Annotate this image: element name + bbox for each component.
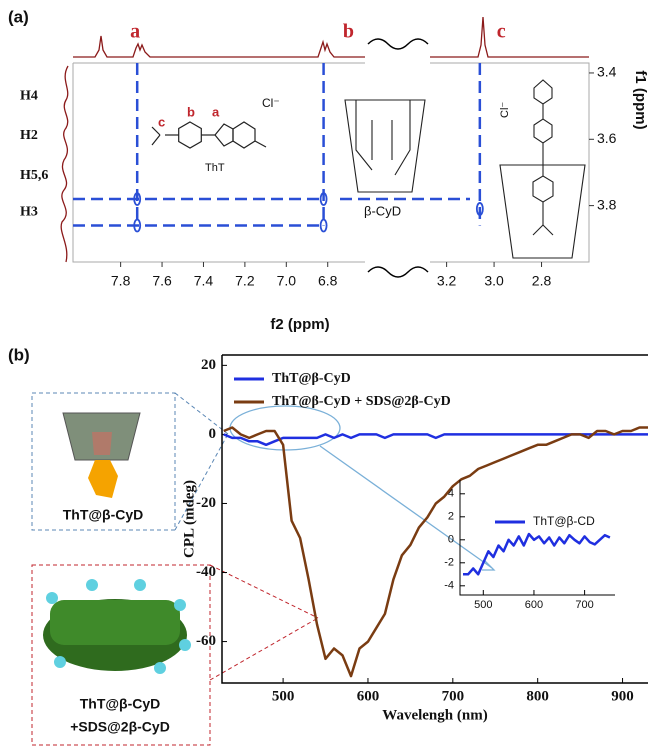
x-tick-label: 900 (611, 688, 634, 704)
axis-break (367, 38, 429, 278)
x-tick-label: 7.2 (235, 273, 255, 289)
peak-label: c (497, 21, 506, 43)
series-line (223, 426, 648, 678)
y-tick-label: 20 (201, 357, 216, 373)
guest-cartoon (92, 432, 112, 455)
guest-tail (88, 460, 118, 498)
plot-frame (72, 62, 590, 263)
cross-peak (133, 218, 142, 233)
proton-label: H2 (20, 128, 38, 143)
legend-label: ThT@β-CD (533, 514, 595, 528)
inset-caption: ThT@β-CyD (63, 507, 144, 523)
counter-ion: Cl⁻ (499, 102, 511, 118)
x-tick-label: 3.2 (437, 273, 457, 289)
peak-label: a (130, 21, 140, 43)
site-label: a (212, 104, 220, 119)
inset-caption: ThT@β-CyD (80, 696, 161, 712)
y-tick-label: -4 (444, 580, 454, 592)
connector (209, 564, 319, 681)
connector (174, 392, 229, 531)
y-axis-title: CPL (mdeg) (181, 480, 197, 558)
proton-label: H4 (20, 88, 38, 103)
x-tick-label: 700 (442, 688, 465, 704)
zoom-arrow (319, 445, 496, 571)
structure-label: ThT (205, 162, 225, 174)
x-tick-label: 600 (357, 688, 380, 704)
x-tick-label: 600 (525, 599, 543, 611)
y-tick-label: 2 (448, 511, 454, 523)
x-tick-label: 800 (526, 688, 549, 704)
axis-frame (459, 480, 615, 596)
inset-caption: +SDS@2β-CyD (70, 719, 170, 735)
panel-label: (b) (8, 345, 30, 364)
inset-box (31, 564, 211, 746)
tht-structure (151, 121, 267, 149)
x-tick-label: 6.8 (318, 273, 338, 289)
y-tick-label: 3.6 (597, 130, 617, 146)
y-tick-label: 4 (448, 488, 454, 500)
x-tick-label: 7.6 (152, 273, 172, 289)
zoom-ellipse (229, 405, 341, 451)
x-tick-label: 500 (272, 688, 295, 704)
top-trace (73, 16, 589, 58)
y-tick-label: -20 (196, 495, 216, 511)
axis-frame (221, 354, 648, 684)
y-tick-label: 3.4 (597, 64, 617, 80)
x-axis-title: Wavelengh (nm) (382, 707, 487, 723)
site-label: b (187, 104, 195, 119)
y-tick-label: 0 (209, 426, 217, 442)
x-tick-label: 2.8 (532, 273, 552, 289)
x-tick-label: 7.8 (111, 273, 131, 289)
panel-label: (a) (8, 7, 29, 26)
structure-label: β-CyD (364, 203, 401, 218)
y-tick-label: -60 (196, 633, 216, 649)
x-tick-label: 7.0 (277, 273, 297, 289)
complex-structure (499, 79, 586, 259)
legend-label: ThT@β-CyD + SDS@2β-CyD (272, 394, 451, 409)
y-axis-title: f1 (ppm) (632, 70, 649, 129)
y-tick-label: 0 (448, 534, 454, 546)
cross-peak (475, 202, 484, 216)
x-tick-label: 500 (474, 599, 492, 611)
cross-peak (319, 192, 328, 206)
site-label: c (158, 114, 165, 129)
left-trace (60, 65, 69, 263)
proton-label: H3 (20, 204, 38, 219)
x-tick-label: 700 (575, 599, 593, 611)
x-axis-title: f2 (ppm) (270, 316, 329, 333)
cross-peak (133, 192, 142, 206)
inset-box (31, 392, 176, 531)
x-tick-label: 3.0 (484, 273, 504, 289)
assembly-cartoon (43, 579, 191, 674)
x-tick-label: 7.4 (194, 273, 214, 289)
proton-label: H5,6 (20, 168, 48, 183)
counter-ion: Cl⁻ (262, 96, 280, 110)
y-tick-label: 3.8 (597, 196, 617, 212)
y-tick-label: -2 (444, 557, 454, 569)
cross-peak (319, 218, 328, 233)
y-tick-label: -40 (196, 564, 216, 580)
peak-label: b (343, 21, 354, 43)
legend-label: ThT@β-CyD (272, 371, 351, 386)
series-line (463, 532, 611, 576)
cyd-structure (344, 99, 426, 193)
